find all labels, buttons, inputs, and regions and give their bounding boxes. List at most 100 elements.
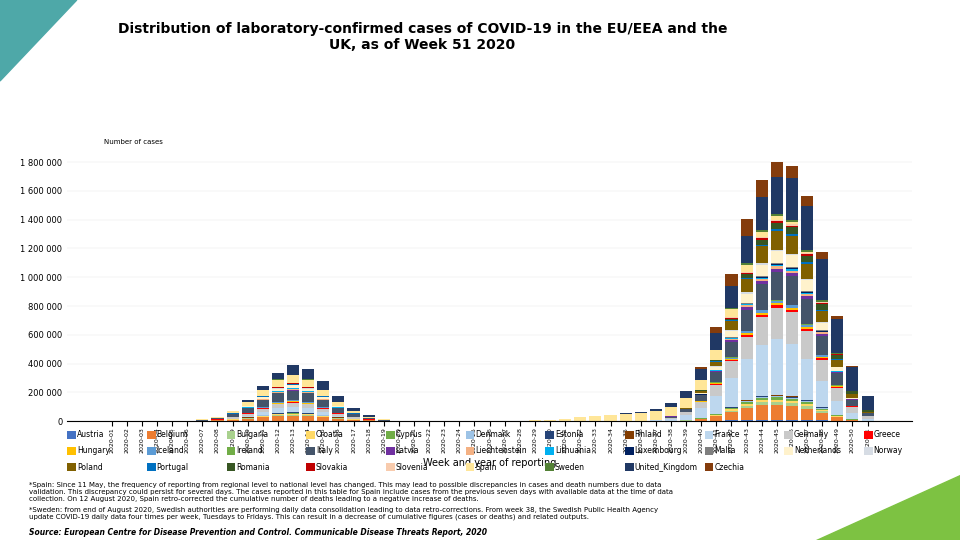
Bar — [831, 360, 844, 367]
Bar — [726, 309, 737, 317]
Bar — [710, 372, 723, 382]
Bar — [710, 350, 723, 360]
Bar — [574, 417, 587, 421]
Bar — [680, 408, 692, 409]
Bar — [801, 296, 813, 299]
Text: Netherlands: Netherlands — [794, 447, 841, 455]
Bar — [771, 162, 783, 177]
Text: Greece: Greece — [874, 430, 900, 439]
Bar — [256, 412, 269, 415]
Bar — [801, 294, 813, 296]
Bar — [756, 281, 768, 284]
Bar — [816, 410, 828, 411]
Bar — [302, 415, 314, 416]
Text: *Spain: Since 11 May, the frequency of reporting from regional level to national: *Spain: Since 11 May, the frequency of r… — [29, 482, 673, 502]
Bar — [771, 395, 783, 396]
Bar — [332, 402, 345, 406]
Bar — [317, 412, 329, 415]
Bar — [801, 292, 813, 293]
Bar — [786, 271, 798, 273]
Bar — [272, 379, 284, 380]
Text: Croatia: Croatia — [316, 430, 344, 439]
Bar — [861, 419, 874, 421]
Bar — [816, 357, 828, 358]
Bar — [680, 413, 692, 415]
Bar — [287, 402, 300, 403]
Bar — [665, 419, 677, 421]
Bar — [786, 312, 798, 343]
Bar — [771, 249, 783, 251]
Bar — [816, 303, 828, 304]
Bar — [302, 402, 314, 403]
Bar — [756, 238, 768, 240]
Bar — [740, 336, 753, 360]
Bar — [801, 255, 813, 262]
Bar — [740, 333, 753, 334]
Bar — [348, 420, 360, 421]
Bar — [831, 401, 844, 415]
Bar — [756, 278, 768, 279]
Bar — [680, 409, 692, 412]
Text: Portugal: Portugal — [156, 463, 188, 471]
Bar — [771, 420, 783, 421]
Bar — [801, 262, 813, 264]
Bar — [348, 417, 360, 418]
Bar — [756, 284, 768, 310]
Bar — [710, 416, 723, 421]
Bar — [710, 414, 723, 415]
Text: Poland: Poland — [77, 463, 103, 471]
Bar — [740, 402, 753, 404]
Text: France: France — [714, 430, 740, 439]
Bar — [756, 230, 768, 232]
Bar — [695, 395, 708, 401]
Bar — [227, 417, 239, 418]
Bar — [317, 400, 329, 407]
Bar — [726, 308, 737, 309]
Bar — [726, 338, 737, 339]
Bar — [726, 410, 737, 412]
Bar — [710, 384, 723, 396]
Bar — [756, 310, 768, 313]
Bar — [740, 219, 753, 236]
Bar — [801, 328, 813, 331]
Bar — [756, 240, 768, 245]
Text: Malta: Malta — [714, 447, 735, 455]
Bar — [756, 232, 768, 237]
Text: Distribution of laboratory-confirmed cases of COVID-19 in the EU/EEA and the
UK,: Distribution of laboratory-confirmed cas… — [118, 22, 727, 52]
Bar — [816, 311, 828, 322]
Bar — [710, 371, 723, 372]
Text: Finland: Finland — [635, 430, 662, 439]
Text: Slovenia: Slovenia — [396, 463, 428, 471]
Bar — [740, 401, 753, 402]
Bar — [801, 280, 813, 291]
Bar — [605, 415, 616, 421]
Bar — [287, 366, 300, 375]
Bar — [816, 304, 828, 310]
Bar — [801, 206, 813, 250]
Bar — [771, 263, 783, 264]
Bar — [317, 409, 329, 412]
Bar — [771, 301, 783, 303]
Bar — [680, 415, 692, 420]
Bar — [771, 303, 783, 305]
Bar — [786, 236, 798, 254]
Bar — [756, 399, 768, 400]
Bar — [831, 388, 844, 401]
Bar — [861, 414, 874, 416]
Bar — [726, 378, 737, 407]
Text: Italy: Italy — [316, 447, 333, 455]
Bar — [831, 386, 844, 387]
Bar — [363, 415, 374, 417]
Bar — [816, 335, 828, 355]
Bar — [302, 393, 314, 394]
Text: Latvia: Latvia — [396, 447, 420, 455]
Bar — [272, 404, 284, 408]
Bar — [816, 360, 828, 381]
Bar — [816, 420, 828, 421]
Bar — [287, 414, 300, 415]
Bar — [695, 369, 708, 380]
Bar — [726, 412, 737, 421]
Bar — [348, 411, 360, 413]
Text: Denmark: Denmark — [475, 430, 511, 439]
Text: Slovakia: Slovakia — [316, 463, 348, 471]
